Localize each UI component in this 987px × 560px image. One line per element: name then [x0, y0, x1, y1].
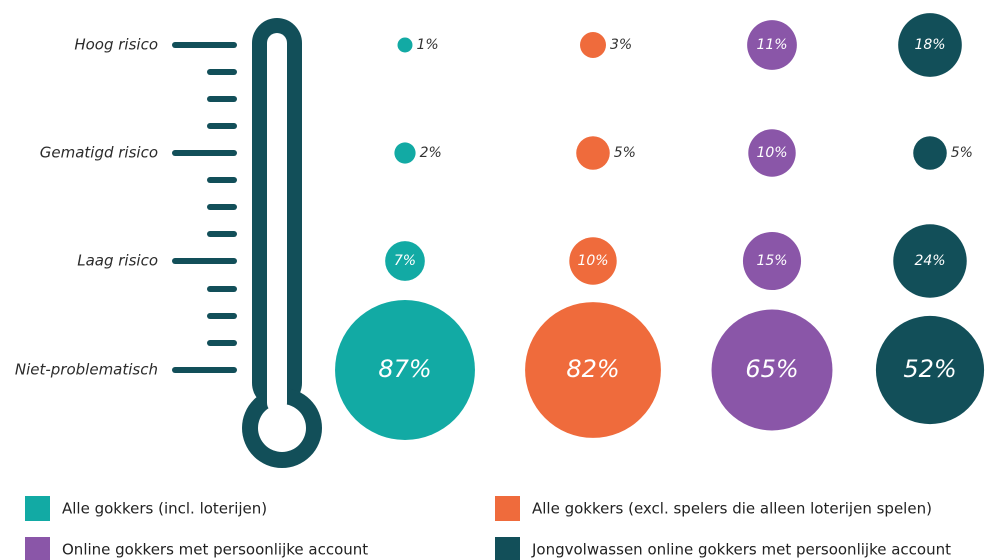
bubble — [898, 13, 962, 77]
legend-swatch — [495, 537, 520, 560]
bubble — [385, 241, 425, 281]
legend-label: Alle gokkers (excl. spelers die alleen l… — [532, 500, 932, 518]
value-label: 2% — [420, 145, 442, 161]
value-label: 10% — [756, 145, 787, 161]
bubble — [580, 32, 606, 58]
value-label: 18% — [914, 37, 945, 53]
value-label: 52% — [903, 355, 956, 383]
value-label: 24% — [914, 253, 945, 269]
legend-swatch — [25, 496, 50, 521]
value-label: 5% — [614, 145, 636, 161]
value-label: 1% — [417, 37, 439, 53]
value-label: 3% — [610, 37, 632, 53]
bubble — [747, 20, 797, 70]
legend-label: Online gokkers met persoonlijke account — [62, 541, 368, 559]
category-label: Laag risico — [77, 252, 158, 270]
bubble — [394, 142, 416, 164]
value-label: 10% — [577, 253, 608, 269]
category-label: Gematigd risico — [40, 144, 158, 162]
value-label: 5% — [951, 145, 973, 161]
value-label: 7% — [394, 253, 416, 269]
bubble — [335, 300, 475, 440]
value-label: 11% — [756, 37, 787, 53]
category-label: Hoog risico — [74, 36, 158, 54]
bubble — [397, 37, 413, 53]
bubble — [913, 136, 947, 170]
legend-label: Alle gokkers (incl. loterijen) — [62, 500, 267, 518]
bubble — [711, 309, 833, 431]
category-label: Niet-problematisch — [15, 361, 158, 379]
bubble — [742, 231, 802, 291]
bubble — [569, 237, 617, 285]
legend-label: Jongvolwassen online gokkers met persoon… — [531, 541, 951, 559]
value-label: 87% — [378, 355, 431, 383]
value-label: 65% — [745, 355, 798, 383]
legend-swatch — [25, 537, 50, 560]
bubble — [875, 315, 985, 425]
bubble — [748, 129, 796, 177]
value-label: 15% — [756, 253, 787, 269]
thermometer — [172, 18, 322, 468]
bubble — [576, 136, 610, 170]
legend-swatch — [495, 496, 520, 521]
value-label: 82% — [566, 355, 619, 383]
bubble — [893, 224, 967, 298]
bubble — [525, 302, 661, 438]
